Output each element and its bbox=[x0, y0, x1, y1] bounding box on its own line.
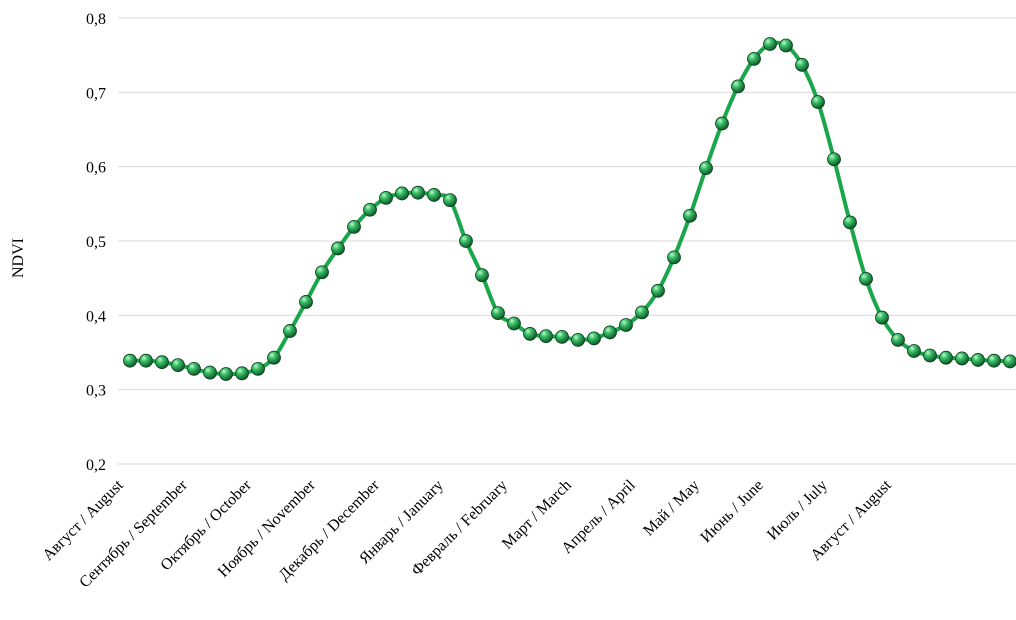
data-point bbox=[603, 325, 617, 340]
data-point bbox=[939, 350, 953, 365]
data-point bbox=[523, 327, 537, 341]
data-point bbox=[987, 353, 1001, 368]
data-point bbox=[395, 186, 409, 201]
y-tick-label: 0,7 bbox=[86, 85, 106, 102]
data-point bbox=[443, 193, 457, 208]
data-point bbox=[123, 353, 137, 368]
data-point bbox=[683, 208, 697, 223]
data-point bbox=[763, 37, 777, 51]
data-point bbox=[779, 38, 793, 53]
data-point bbox=[1003, 354, 1016, 369]
data-point bbox=[267, 350, 281, 365]
data-point bbox=[619, 318, 633, 332]
data-point bbox=[923, 348, 937, 363]
data-point bbox=[635, 305, 649, 320]
data-point bbox=[155, 355, 169, 370]
data-point bbox=[811, 95, 825, 109]
data-point bbox=[331, 241, 345, 256]
data-point bbox=[347, 219, 361, 234]
data-point bbox=[571, 332, 585, 347]
y-tick-label: 0,2 bbox=[86, 457, 106, 474]
x-tick-label: Июль / July bbox=[764, 477, 831, 544]
data-point bbox=[699, 161, 713, 176]
data-point bbox=[955, 351, 969, 366]
data-point bbox=[859, 272, 873, 286]
y-tick-label: 0,4 bbox=[86, 308, 106, 325]
data-point bbox=[651, 283, 665, 298]
y-tick-label: 0,8 bbox=[86, 11, 106, 28]
data-point bbox=[715, 116, 729, 131]
grid-lines bbox=[118, 17, 1016, 465]
data-point bbox=[139, 353, 153, 368]
data-point bbox=[299, 295, 313, 309]
data-point bbox=[891, 332, 905, 347]
data-point bbox=[507, 316, 521, 331]
data-point bbox=[459, 234, 473, 248]
data-point bbox=[363, 202, 377, 217]
data-point bbox=[747, 51, 761, 66]
x-tick-label: Июнь / June bbox=[697, 477, 766, 546]
data-point bbox=[283, 324, 297, 338]
data-point bbox=[171, 358, 185, 373]
x-tick-label: Май / May bbox=[640, 477, 703, 540]
y-tick-label: 0,6 bbox=[86, 160, 106, 177]
x-tick-label: Сентябрь / September bbox=[76, 476, 191, 591]
data-point bbox=[251, 361, 265, 376]
data-point bbox=[219, 367, 233, 381]
data-point bbox=[187, 361, 201, 376]
data-point bbox=[491, 306, 505, 321]
data-point bbox=[235, 366, 249, 381]
data-point bbox=[731, 79, 745, 94]
data-point bbox=[539, 329, 553, 344]
data-point bbox=[971, 353, 985, 367]
y-axis-title: NDVI bbox=[10, 238, 27, 278]
y-tick-label: 0,5 bbox=[86, 234, 106, 251]
data-point bbox=[587, 331, 601, 346]
y-tick-label: 0,3 bbox=[86, 383, 106, 400]
data-point bbox=[827, 152, 841, 167]
y-tick-labels: 0,2 0,3 0,4 0,5 0,6 0,7 0,8 bbox=[86, 11, 106, 474]
data-point bbox=[315, 265, 329, 280]
data-point bbox=[555, 329, 569, 344]
data-point bbox=[411, 185, 425, 200]
data-point bbox=[203, 365, 217, 380]
data-point bbox=[667, 250, 681, 265]
ndvi-data-points bbox=[123, 37, 1016, 381]
data-point bbox=[475, 268, 489, 283]
data-point bbox=[427, 188, 441, 202]
data-point bbox=[907, 344, 921, 358]
data-point bbox=[843, 215, 857, 230]
data-point bbox=[875, 310, 889, 325]
data-point bbox=[795, 57, 809, 72]
data-point bbox=[379, 190, 393, 205]
